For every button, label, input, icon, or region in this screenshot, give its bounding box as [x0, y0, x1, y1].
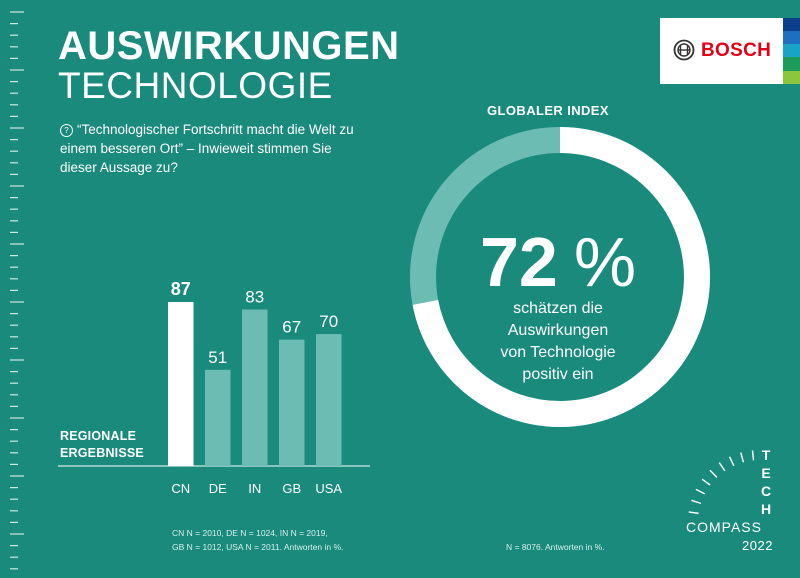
ruler-decoration: [10, 11, 24, 570]
compass-tick: [688, 511, 699, 515]
compass-tick: [740, 452, 745, 463]
page-subtitle: TECHNOLOGIE: [58, 65, 333, 106]
survey-question: ? “Technologischer Fortschritt macht die …: [60, 120, 360, 177]
bosch-armature-icon: [673, 39, 695, 61]
bar-value-label: 87: [171, 279, 191, 299]
bar-de: [205, 369, 231, 466]
tech-letter: T: [761, 447, 771, 463]
description-line-1: schätzen die: [513, 300, 603, 317]
compass-tick: [728, 456, 735, 467]
compass-tick: [718, 462, 726, 472]
category-label: USA: [315, 481, 342, 496]
bar-value-label: 51: [208, 348, 227, 367]
compass-year: 2022: [742, 538, 773, 553]
category-label: DE: [209, 481, 227, 496]
compass-word: COMPASS: [686, 519, 762, 535]
logo-text: BOSCH: [701, 40, 772, 61]
bar-value-label: 83: [245, 288, 264, 307]
compass-tick: [709, 469, 718, 478]
bar-cn: [168, 302, 194, 466]
category-label: IN: [248, 481, 261, 496]
bosch-logo: BOSCH: [660, 18, 783, 84]
regional-note-line-1: CN N = 2010, DE N = 1024, IN N = 2019,: [172, 528, 328, 538]
bar-value-label: 70: [319, 312, 338, 331]
global-index-value: 72: [479, 223, 558, 301]
donut-positive-arc: [410, 127, 710, 427]
bar-value-label: 67: [282, 318, 301, 337]
regional-label-line-2: ERGEBNISSE: [60, 446, 144, 460]
tech-letter: E: [761, 465, 771, 481]
compass-tick: [701, 478, 711, 486]
description-line-3: von Technologie: [500, 344, 616, 361]
bar-usa: [316, 334, 342, 466]
compass-tick: [695, 488, 706, 495]
bar-gb: [279, 339, 305, 466]
regional-note-line-2: GB N = 1012, USA N = 2011. Antworten in …: [172, 542, 344, 552]
description-line-4: positiv ein: [522, 366, 594, 383]
compass-tick: [751, 450, 755, 461]
global-index-unit: %: [573, 223, 637, 301]
question-text: “Technologischer Fortschritt macht die W…: [60, 122, 354, 175]
global-index-description: schätzen die Auswirkungen von Technologi…: [468, 298, 648, 386]
category-label: GB: [282, 481, 301, 496]
regional-sample-note: CN N = 2010, DE N = 1024, IN N = 2019, G…: [172, 526, 382, 554]
regional-label-line-1: REGIONALE: [60, 429, 137, 443]
regional-results-label: REGIONALE ERGEBNISSE: [60, 428, 144, 462]
page-title: AUSWIRKUNGEN: [58, 24, 400, 68]
global-index-percent: 72%: [468, 222, 648, 302]
question-circle-icon: ?: [60, 124, 73, 137]
description-line-2: Auswirkungen: [507, 322, 609, 339]
tech-letter: H: [760, 501, 772, 517]
tech-compass-letters: T E C H: [758, 446, 774, 518]
category-label: CN: [171, 481, 190, 496]
tech-letter: C: [760, 483, 772, 499]
global-index-label: GLOBALER INDEX: [487, 103, 609, 118]
compass-tick: [691, 499, 702, 505]
global-sample-note: N = 8076. Antworten in %.: [506, 542, 605, 552]
bar-in: [242, 309, 268, 466]
